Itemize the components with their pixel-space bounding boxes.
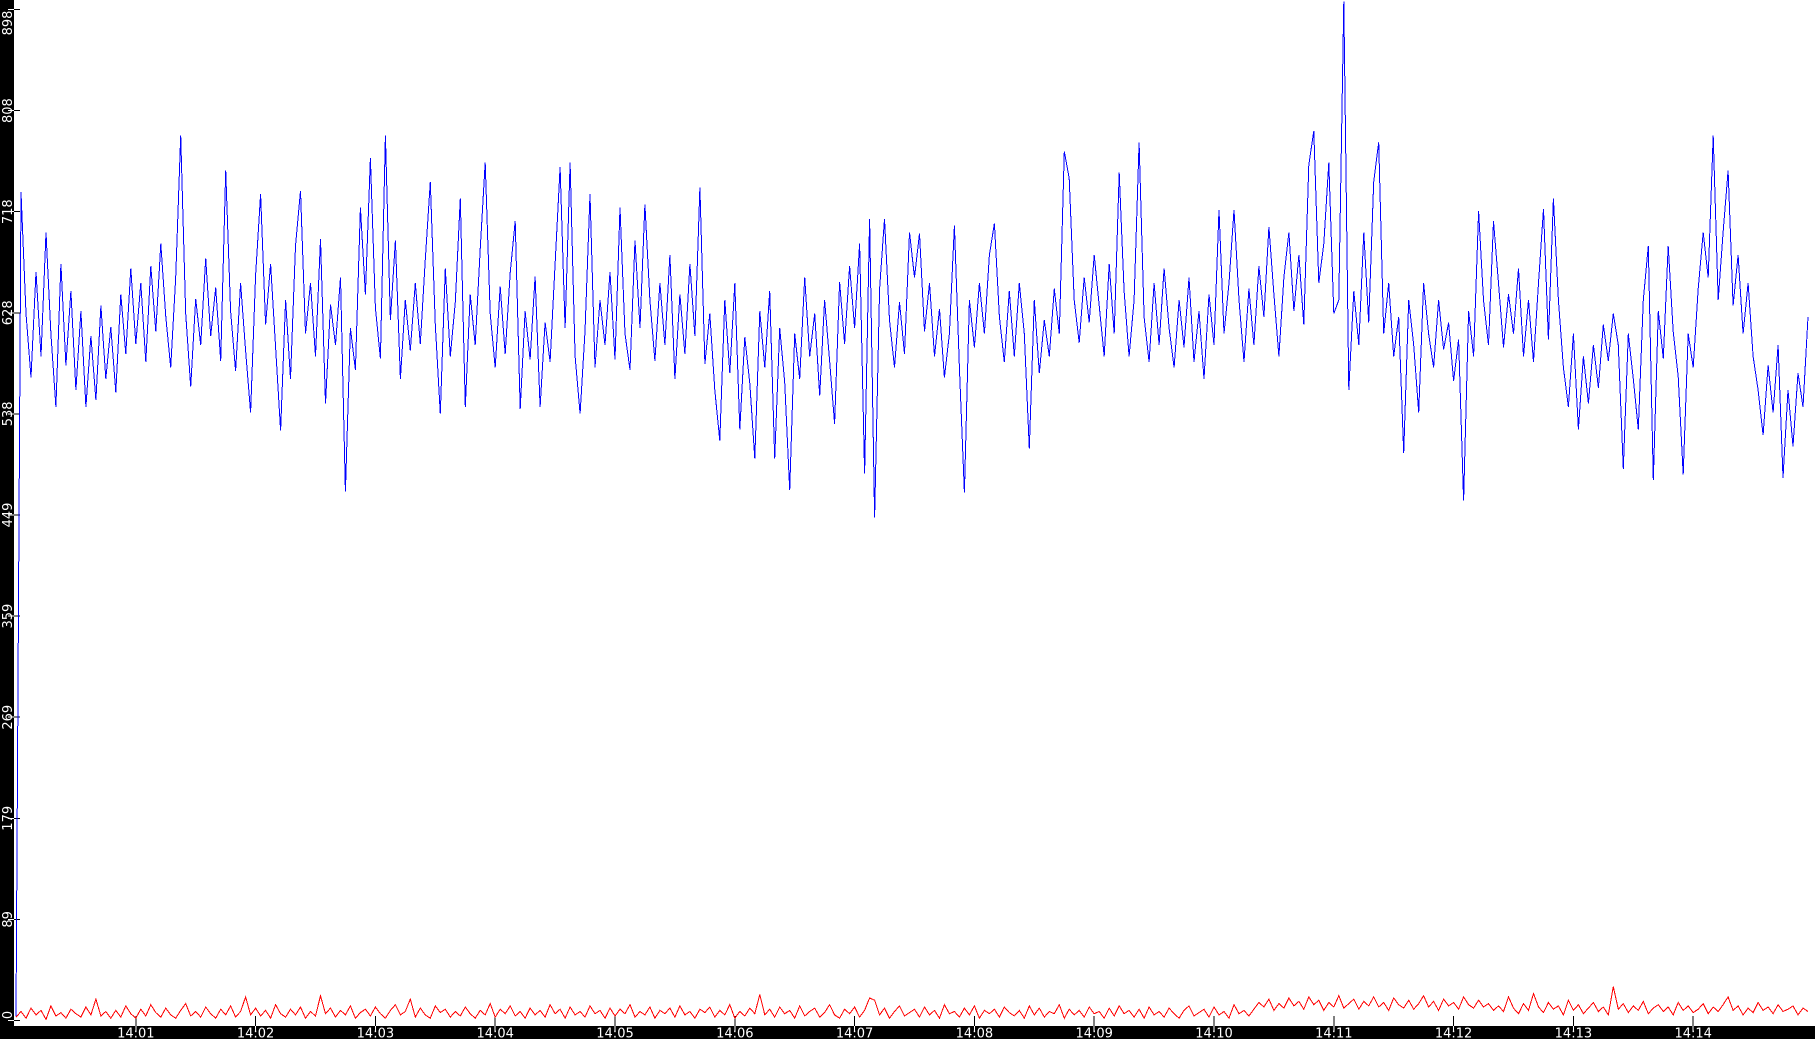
x-axis: 14:01 14:02 14:03 14:04 14:05 14:06 14:07 14:08… [117, 1016, 1712, 1039]
x-tick-label: 14:05 [596, 1027, 633, 1039]
x-tick-label: 14:09 [1075, 1027, 1112, 1039]
y-tick-label: 0 [1, 1011, 16, 1019]
x-tick-label: 14:03 [357, 1027, 394, 1039]
y-tick-label: 359 [1, 604, 16, 629]
x-tick-label: 14:10 [1195, 1027, 1232, 1039]
x-tick-label: 14:04 [476, 1027, 513, 1039]
y-axis-band [0, 0, 14, 1039]
y-tick-label: 628 [1, 300, 16, 325]
series-red [15, 986, 1809, 1021]
x-tick-label: 14:02 [237, 1027, 274, 1039]
x-tick-label: 14:08 [956, 1027, 993, 1039]
x-tick-label: 14:07 [836, 1027, 873, 1039]
y-tick-label: 449 [1, 503, 16, 528]
y-tick-label: 538 [1, 401, 16, 426]
y-tick-label: 718 [1, 199, 16, 224]
y-tick-label: 808 [1, 98, 16, 123]
y-tick-label: 89 [1, 911, 16, 928]
x-tick-label: 14:12 [1435, 1027, 1472, 1039]
x-tick-label: 14:14 [1674, 1027, 1711, 1039]
x-tick-label: 14:01 [117, 1027, 154, 1039]
y-tick-label: 269 [1, 705, 16, 730]
x-tick-label: 14:11 [1315, 1027, 1352, 1039]
y-tick-label: 179 [1, 806, 16, 831]
y-tick-label: 898 [1, 11, 16, 36]
x-axis-band [0, 1026, 1815, 1039]
y-axis: 0 89 179 269 359 449 538 628 718 808 898 [1, 9, 20, 1021]
x-tick-label: 14:13 [1555, 1027, 1592, 1039]
series-blue [15, 1, 1809, 1017]
x-tick-label: 14:06 [716, 1027, 753, 1039]
